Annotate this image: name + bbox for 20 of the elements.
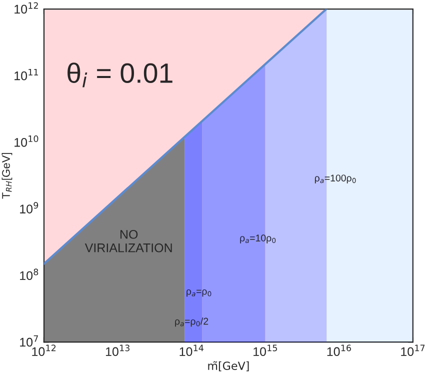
annotation: θ$_{i}$ = 0.01 bbox=[68, 62, 172, 88]
x-tick-label: 10$^{12}$ bbox=[32, 344, 56, 356]
annotation: ρ$_{a}$=ρ$_{0}$/2 bbox=[175, 318, 208, 327]
annotation: ρ$_{a}$=100ρ$_{0}$ bbox=[314, 174, 356, 184]
y-tick-label: 10$^{9}$ bbox=[20, 202, 38, 214]
x-axis-title: m̃[GeV] bbox=[208, 361, 249, 372]
x-tick-label: 10$^{13}$ bbox=[106, 344, 130, 356]
y-tick-label: 10$^{12}$ bbox=[14, 2, 38, 14]
annotation: ρ$_{a}$=ρ$_{0}$ bbox=[186, 289, 212, 297]
x-tick-label: 10$^{15}$ bbox=[254, 344, 277, 356]
y-tick-label: 10$^{7}$ bbox=[20, 335, 38, 347]
y-tick-label: 10$^{8}$ bbox=[20, 268, 38, 280]
x-tick-label: 10$^{17}$ bbox=[401, 344, 425, 356]
x-tick-label: 10$^{16}$ bbox=[327, 344, 351, 356]
y-tick-label: 10$^{10}$ bbox=[14, 135, 38, 147]
annotation: NO VIRIALIZATION bbox=[84, 230, 172, 252]
y-axis-title: T$_{RH}$[GeV] bbox=[2, 152, 12, 199]
y-tick-label: 10$^{11}$ bbox=[14, 68, 38, 80]
x-tick-label: 10$^{14}$ bbox=[180, 344, 204, 356]
annotation: ρ$_{a}$=10ρ$_{0}$ bbox=[240, 234, 276, 244]
